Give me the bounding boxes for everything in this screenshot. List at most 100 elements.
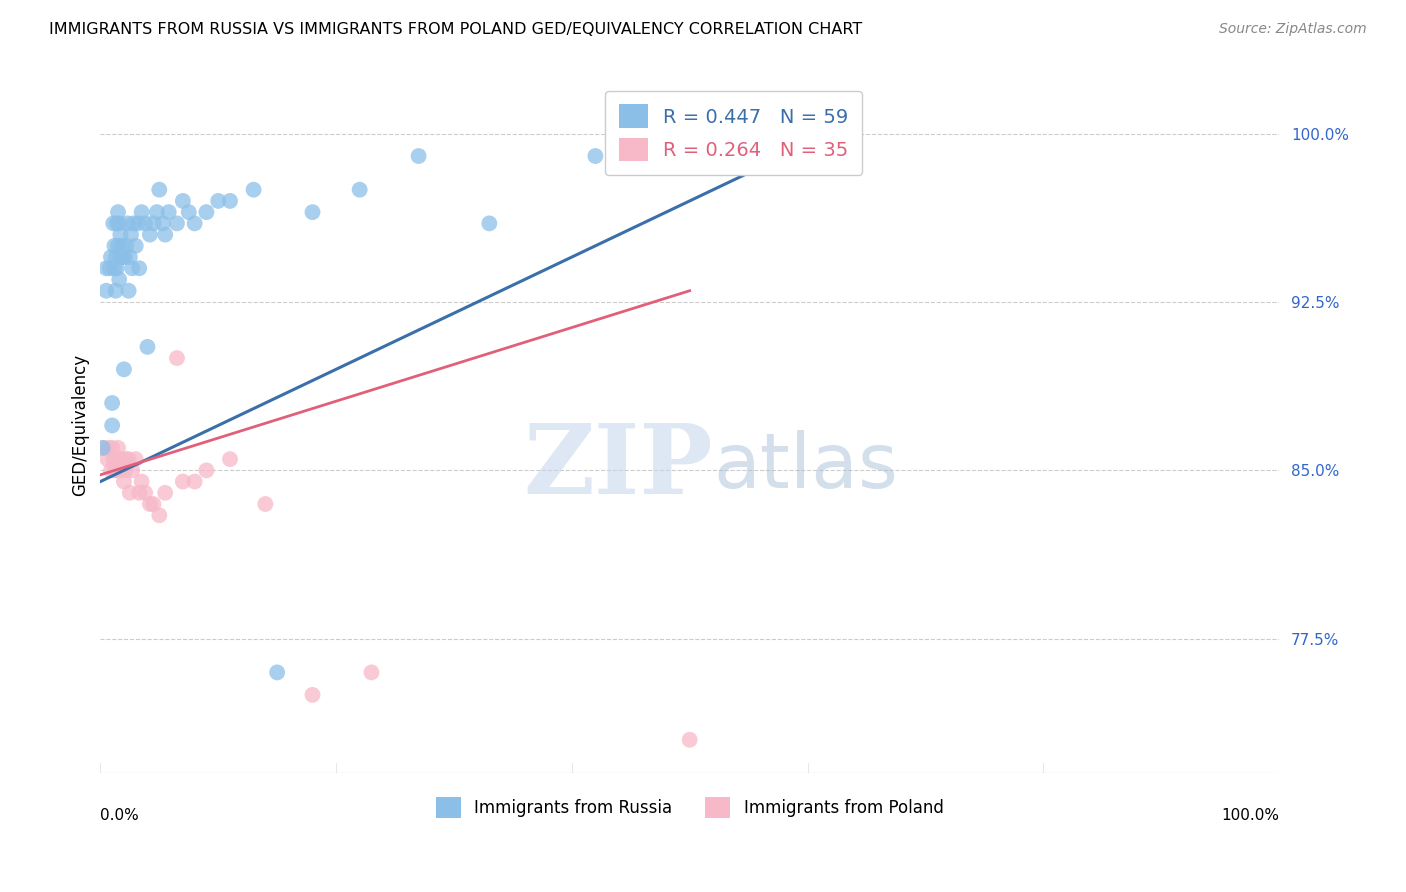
Point — [105, 216, 128, 230]
Point — [183, 216, 205, 230]
Point — [125, 239, 148, 253]
Point — [111, 250, 134, 264]
Point — [93, 441, 115, 455]
Point — [122, 216, 145, 230]
Point — [103, 452, 125, 467]
Text: atlas: atlas — [713, 430, 898, 504]
Point — [96, 284, 118, 298]
Point — [117, 216, 139, 230]
Point — [112, 475, 135, 489]
Point — [112, 362, 135, 376]
Point — [153, 485, 176, 500]
Text: ZIP: ZIP — [524, 420, 713, 514]
Point — [96, 261, 118, 276]
Point — [177, 205, 200, 219]
Point — [183, 475, 205, 489]
Point — [117, 284, 139, 298]
Point — [110, 227, 132, 242]
Point — [408, 149, 430, 163]
Point — [301, 205, 323, 219]
Point — [172, 194, 194, 208]
Point — [195, 463, 218, 477]
Text: IMMIGRANTS FROM RUSSIA VS IMMIGRANTS FROM POLAND GED/EQUIVALENCY CORRELATION CHA: IMMIGRANTS FROM RUSSIA VS IMMIGRANTS FRO… — [49, 22, 862, 37]
Point — [121, 261, 143, 276]
Point — [108, 272, 131, 286]
Point — [104, 463, 127, 477]
Point — [103, 216, 125, 230]
Point — [101, 441, 124, 455]
Point — [125, 452, 148, 467]
Point — [96, 452, 118, 467]
Point — [139, 497, 162, 511]
Point — [105, 261, 128, 276]
Point — [583, 149, 606, 163]
Point — [101, 418, 124, 433]
Point — [679, 732, 702, 747]
Y-axis label: GED/Equivalency: GED/Equivalency — [72, 354, 89, 497]
Point — [134, 216, 156, 230]
Point — [478, 216, 501, 230]
Point — [110, 239, 132, 253]
Point — [91, 441, 114, 455]
Point — [103, 463, 125, 477]
Point — [131, 475, 153, 489]
Point — [207, 194, 229, 208]
Point — [114, 250, 136, 264]
Point — [101, 396, 124, 410]
Point — [118, 250, 141, 264]
Point — [152, 216, 174, 230]
Point — [266, 665, 288, 680]
Point — [131, 205, 153, 219]
Point — [128, 485, 150, 500]
Point — [110, 250, 132, 264]
Point — [242, 183, 264, 197]
Point — [195, 205, 218, 219]
Point — [128, 261, 150, 276]
Point — [104, 250, 127, 264]
Point — [820, 127, 842, 141]
Point — [105, 452, 128, 467]
Point — [136, 340, 159, 354]
Point — [172, 475, 194, 489]
Point — [104, 284, 127, 298]
Point — [117, 452, 139, 467]
Point — [360, 665, 382, 680]
Point — [108, 463, 131, 477]
Point — [142, 216, 165, 230]
Point — [219, 194, 242, 208]
Point — [142, 497, 165, 511]
Point — [118, 485, 141, 500]
Point — [120, 227, 142, 242]
Point — [100, 463, 122, 477]
Point — [107, 205, 129, 219]
Point — [108, 216, 131, 230]
Point — [114, 463, 136, 477]
Point — [103, 239, 125, 253]
Point — [301, 688, 323, 702]
Point — [107, 239, 129, 253]
Point — [157, 205, 180, 219]
Text: 0.0%: 0.0% — [100, 808, 139, 823]
Point — [349, 183, 371, 197]
Point — [146, 205, 169, 219]
Point — [103, 261, 125, 276]
Point — [97, 441, 120, 455]
Point — [115, 239, 138, 253]
Point — [166, 216, 188, 230]
Point — [139, 227, 162, 242]
Point — [110, 452, 132, 467]
Point — [134, 485, 156, 500]
Point — [148, 508, 170, 523]
Legend: Immigrants from Russia, Immigrants from Poland: Immigrants from Russia, Immigrants from … — [429, 790, 950, 824]
Point — [254, 497, 277, 511]
Text: Source: ZipAtlas.com: Source: ZipAtlas.com — [1219, 22, 1367, 37]
Point — [121, 463, 143, 477]
Point — [98, 261, 121, 276]
Point — [219, 452, 242, 467]
Point — [148, 183, 170, 197]
Point — [115, 452, 138, 467]
Point — [100, 250, 122, 264]
Text: 100.0%: 100.0% — [1220, 808, 1279, 823]
Point — [153, 227, 176, 242]
Point — [166, 351, 188, 365]
